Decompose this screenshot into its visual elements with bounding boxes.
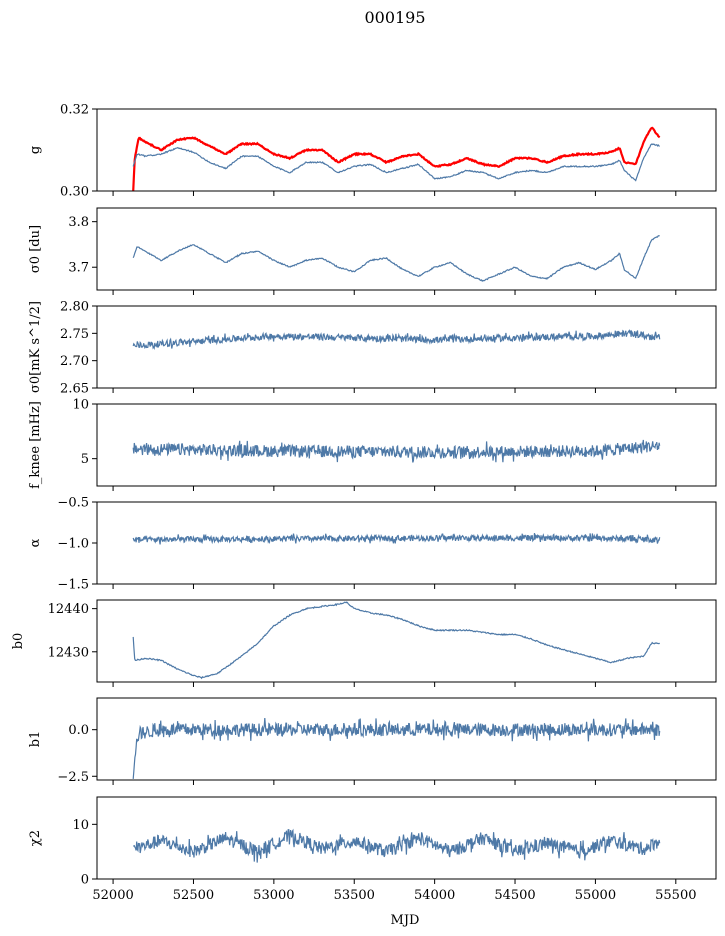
y-tick-label: 0.30: [60, 185, 89, 200]
y-tick-label: 0: [81, 873, 89, 888]
panel-chi2: 0 10 52000 52500 53000 53500 54000 54500 55000 55…: [28, 796, 717, 903]
y-tick-label: 12440: [48, 602, 89, 617]
y-tick-label: 10: [72, 398, 89, 413]
series-line-sigma0_mK-0: [132, 329, 661, 351]
y-tick-label: 2.75: [60, 327, 89, 342]
y-tick-label: 3.8: [68, 215, 89, 230]
panel-frame: [96, 796, 717, 880]
y-axis-label-chi2: χ2: [28, 830, 43, 846]
y-axis-label-alpha: α: [28, 538, 43, 547]
x-tick-label: 52000: [92, 888, 133, 903]
y-axis-label-sigma0_mK: σ0[mK s^1/2]: [28, 301, 43, 393]
x-tick-label: 53000: [253, 888, 294, 903]
y-tick-label: 3.7: [68, 261, 89, 276]
panel-sigma0_mK: 2.65 2.70 2.75 2.80 σ0[mK s^1/2]: [28, 300, 717, 397]
series-line-g-1: [132, 143, 660, 182]
x-tick-label: 55000: [575, 888, 616, 903]
y-tick-label: −1.5: [57, 578, 89, 593]
y-tick-label: 5: [81, 452, 89, 467]
x-tick-label: 53500: [334, 888, 375, 903]
y-axis-label-b1: b1: [28, 731, 43, 748]
series-line-g-0: [132, 126, 661, 191]
panel-b1: −2.5 0.0 b1: [28, 697, 717, 785]
panel-g: 0.30 0.32 g: [28, 103, 717, 200]
panel-frame: [96, 697, 717, 781]
series-line-fknee-0: [132, 439, 661, 463]
panel-frame: [96, 108, 717, 192]
y-tick-label: 0.0: [68, 723, 89, 738]
panel-frame: [96, 599, 717, 683]
series-line-alpha-0: [132, 532, 661, 545]
series-line-b0-0: [132, 601, 660, 680]
y-tick-label: 2.70: [60, 354, 89, 369]
series-line-sigma0_du-0: [132, 235, 660, 283]
x-tick-label: 54500: [494, 888, 535, 903]
y-axis-label-sigma0_du: σ0 [du]: [28, 225, 43, 273]
panel-frame: [96, 501, 717, 585]
y-axis-label-fknee: f_knee [mHz]: [28, 401, 43, 489]
y-tick-label: 2.65: [60, 382, 89, 397]
panel-sigma0_du: 3.7 3.8 σ0 [du]: [28, 207, 717, 295]
x-tick-label: 52500: [173, 888, 214, 903]
y-tick-label: −0.5: [57, 496, 89, 511]
y-tick-label: 12430: [48, 645, 89, 660]
panel-frame: [96, 305, 717, 389]
panels: 0.30 0.32 g 3.7 3.8 σ0 [du] 2.65 2.70 2.75 2.80 σ0…: [11, 103, 717, 903]
panel-alpha: −1.5 −1.0 −0.5 α: [28, 496, 717, 593]
series-line-b1-0: [132, 718, 661, 779]
x-tick-label: 55500: [655, 888, 696, 903]
x-axis-label: MJD: [391, 913, 420, 928]
x-tick-label: 54000: [414, 888, 455, 903]
panel-frame: [96, 403, 717, 487]
series-line-chi2-0: [133, 828, 661, 863]
y-tick-label: −2.5: [57, 770, 89, 785]
panel-fknee: 5 10 f_knee [mHz]: [28, 398, 717, 491]
figure-title: 000195: [364, 8, 425, 27]
y-tick-label: 10: [72, 818, 89, 833]
panel-b0: 12430 12440 b0: [11, 599, 717, 687]
y-tick-label: 2.80: [60, 300, 89, 315]
panel-frame: [96, 207, 717, 291]
y-axis-label-g: g: [28, 146, 43, 154]
y-tick-label: −1.0: [57, 537, 89, 552]
y-axis-label-b0: b0: [11, 633, 26, 650]
y-tick-label: 0.32: [60, 103, 89, 118]
